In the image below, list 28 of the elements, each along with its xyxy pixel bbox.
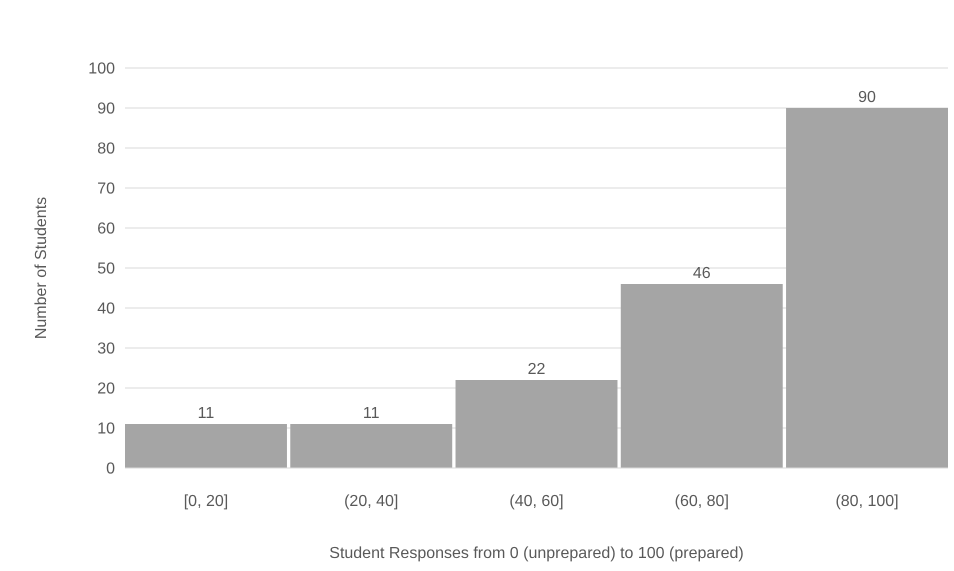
data-label: 11 bbox=[362, 405, 380, 422]
x-tick-label: (80, 100] bbox=[835, 493, 899, 510]
x-tick-label: (40, 60] bbox=[509, 493, 564, 510]
y-axis-title: Number of Students bbox=[33, 196, 50, 340]
y-tick-label: 0 bbox=[106, 460, 116, 478]
bar bbox=[125, 424, 287, 468]
data-label: 22 bbox=[528, 361, 546, 378]
y-tick-label: 20 bbox=[97, 380, 116, 398]
y-tick-label: 60 bbox=[97, 220, 116, 238]
data-label: 46 bbox=[692, 265, 711, 282]
y-tick-label: 10 bbox=[97, 420, 116, 438]
bar bbox=[290, 424, 452, 468]
y-tick-label: 100 bbox=[88, 60, 116, 78]
bar bbox=[786, 108, 948, 468]
y-tick-label: 70 bbox=[97, 180, 116, 198]
x-tick-label: (20, 40] bbox=[344, 493, 398, 510]
data-label: 11 bbox=[198, 405, 214, 422]
x-tick-label: (60, 80] bbox=[674, 493, 729, 510]
y-tick-label: 80 bbox=[97, 140, 116, 158]
y-tick-label: 30 bbox=[97, 340, 116, 358]
x-tick-label: [0, 20] bbox=[184, 493, 228, 510]
y-tick-label: 40 bbox=[97, 300, 116, 318]
x-axis-title: Student Responses from 0 (unprepared) to 100 (prepared) bbox=[329, 545, 744, 562]
y-tick-label: 50 bbox=[97, 260, 116, 278]
bar bbox=[620, 284, 783, 468]
y-tick-label: 90 bbox=[97, 100, 116, 118]
bar bbox=[456, 380, 618, 468]
data-label: 90 bbox=[858, 89, 876, 106]
